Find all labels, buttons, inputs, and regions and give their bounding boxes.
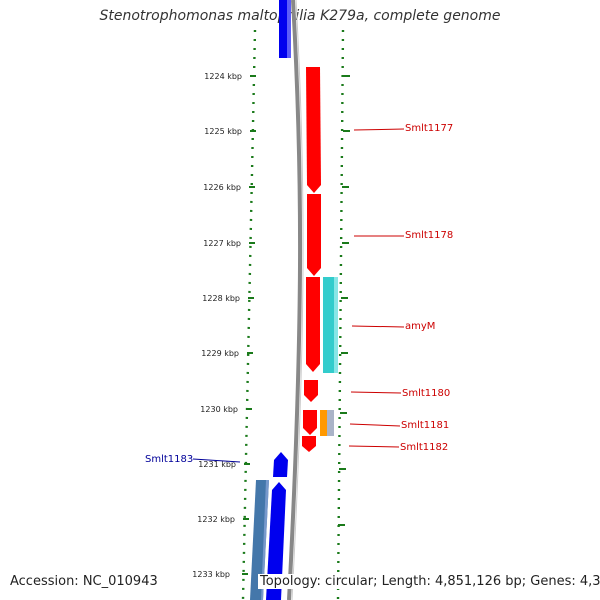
- right-dotted-track: [336, 29, 345, 600]
- gene-arrow-smlt1180: [304, 380, 318, 402]
- gene-arrow-smlt1182: [302, 436, 316, 452]
- map-title: Stenotrophomonas maltophilia K279a, comp…: [99, 8, 501, 24]
- gene-arrow-smlt1178: [307, 194, 321, 276]
- leader-smlt1183: [192, 458, 241, 463]
- kbp-label: 1227 kbp: [203, 239, 241, 248]
- gene-labels: Smlt1177 Smlt1178 amyM Smlt1180 Smlt1181…: [145, 123, 453, 465]
- gene-label-smlt1181: Smlt1181: [401, 420, 449, 431]
- kbp-label: 1230 kbp: [200, 405, 238, 414]
- orange-feature: [320, 410, 327, 436]
- scale-labels: 1224 kbp 1225 kbp 1226 kbp 1227 kbp 1228…: [192, 72, 242, 579]
- reverse-gene-top-shade: [287, 0, 291, 58]
- genome-backbone: [287, 0, 303, 600]
- gene-label-smlt1177: Smlt1177: [405, 123, 453, 134]
- kbp-label: 1224 kbp: [204, 72, 242, 81]
- kbp-label: 1232 kbp: [197, 515, 235, 524]
- scale-ticks: [242, 75, 256, 575]
- gene-arrow-smlt1181: [303, 410, 317, 435]
- gene-arrow-amym: [306, 277, 320, 372]
- kbp-label: 1228 kbp: [202, 294, 240, 303]
- leader-smlt1181: [349, 423, 401, 427]
- kbp-label: 1231 kbp: [198, 460, 236, 469]
- gene-arrow-smlt1183: [273, 452, 288, 477]
- left-dotted-track: [241, 29, 257, 600]
- leader-smlt1177: [353, 128, 405, 131]
- genome-summary-text: Topology: circular; Length: 4,851,126 bp…: [258, 574, 600, 589]
- kbp-label: 1226 kbp: [203, 183, 241, 192]
- gene-label-smlt1180: Smlt1180: [402, 388, 450, 399]
- gray-feature: [327, 410, 334, 436]
- gene-label-smlt1182: Smlt1182: [400, 442, 448, 453]
- gene-label-smlt1178: Smlt1178: [405, 230, 453, 241]
- steelblue-feature-shade: [261, 480, 269, 600]
- kbp-label: 1233 kbp: [192, 570, 230, 579]
- label-leaders: [192, 128, 405, 463]
- leader-amym: [351, 325, 405, 328]
- accession-text: Accession: NC_010943: [8, 574, 160, 589]
- gene-arrow-smlt1177: [306, 67, 321, 193]
- reverse-genes: [266, 452, 288, 600]
- leader-smlt1180: [350, 391, 402, 394]
- kbp-label: 1229 kbp: [201, 349, 239, 358]
- leader-smlt1182: [348, 445, 400, 448]
- scale-ticks-right: [338, 75, 350, 526]
- genome-backbone-highlight: [291, 0, 304, 600]
- gene-label-smlt1183: Smlt1183: [145, 454, 193, 465]
- cyan-feature-shade: [334, 277, 338, 373]
- forward-genes: [302, 67, 321, 452]
- kbp-label: 1225 kbp: [204, 127, 242, 136]
- gene-arrow-blue-lower: [266, 482, 286, 600]
- gene-label-amym: amyM: [405, 321, 435, 332]
